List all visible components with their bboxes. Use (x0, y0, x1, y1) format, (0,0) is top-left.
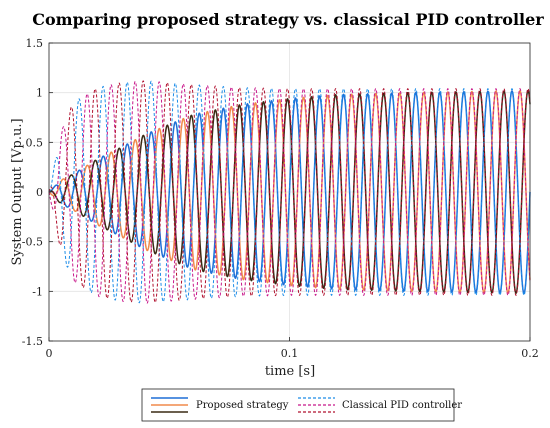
y-tick-label-3: 0 (36, 186, 43, 199)
x-axis-label: time [s] (265, 364, 315, 379)
legend: Proposed strategy Classical PID controll… (141, 388, 462, 422)
plot-area: 1.5 1 0.5 0 -0.5 -1 -1.5 0 0.1 0.2 (22, 37, 539, 360)
y-tick-label-4: -0.5 (22, 236, 43, 249)
x-axis-ticks: 0 0.1 0.2 (46, 337, 539, 360)
chart-title: Comparing proposed strategy vs. classica… (32, 10, 544, 29)
y-tick-label-6: -1.5 (22, 335, 43, 348)
x-tick-label-1: 0.1 (281, 347, 299, 360)
legend-label-proposed: Proposed strategy (196, 400, 289, 411)
y-tick-label-0: 1.5 (26, 37, 44, 50)
series-line-4 (48, 80, 531, 304)
y-tick-label-5: -1 (32, 285, 43, 298)
x-tick-label-2: 0.2 (521, 347, 539, 360)
legend-label-pid: Classical PID controller (342, 400, 462, 411)
y-tick-label-1: 1 (36, 87, 43, 100)
y-axis-ticks: 1.5 1 0.5 0 -0.5 -1 -1.5 (22, 37, 53, 348)
series-line-6 (48, 80, 531, 303)
y-tick-label-2: 0.5 (26, 136, 44, 149)
series-line-5 (48, 81, 531, 304)
x-tick-label-0: 0 (46, 347, 53, 360)
y-axis-label: System Output [Vp.u.] (10, 118, 25, 265)
series-layer (48, 80, 531, 304)
